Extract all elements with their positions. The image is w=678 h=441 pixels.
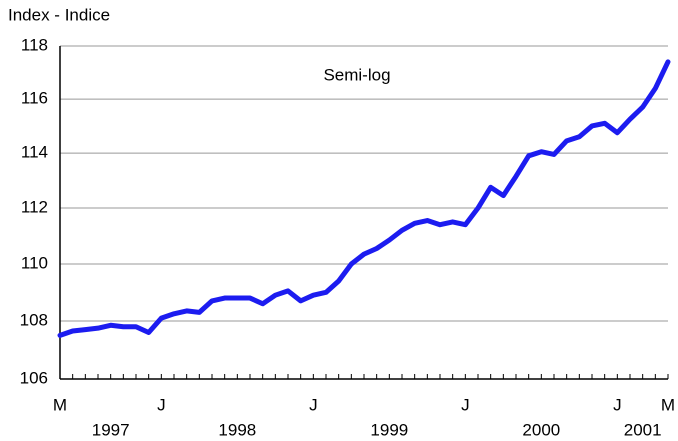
year-label: 1997 (92, 420, 130, 439)
y-tick-label: 110 (21, 253, 48, 272)
data-line (57, 59, 671, 338)
x-tick-label: M (661, 395, 675, 414)
year-label: 2000 (522, 420, 560, 439)
y-axis-label: Index - Indice (8, 5, 110, 24)
year-label: 1998 (218, 420, 256, 439)
x-tick-label: J (461, 395, 470, 414)
y-tick-label: 112 (21, 198, 48, 217)
year-label: 1999 (370, 420, 408, 439)
y-tick-label: 114 (21, 143, 48, 162)
y-tick-label: 108 (20, 310, 48, 329)
x-tick-label: J (309, 395, 318, 414)
y-tick-label: 106 (20, 368, 48, 387)
x-tick-label: M (53, 395, 67, 414)
y-tick-label: 116 (21, 89, 48, 108)
y-tick-label: 118 (21, 35, 48, 54)
annotation: Semi-log (323, 65, 390, 84)
x-tick-label: J (157, 395, 166, 414)
x-tick-label: J (613, 395, 622, 414)
year-label: 2001 (624, 420, 662, 439)
